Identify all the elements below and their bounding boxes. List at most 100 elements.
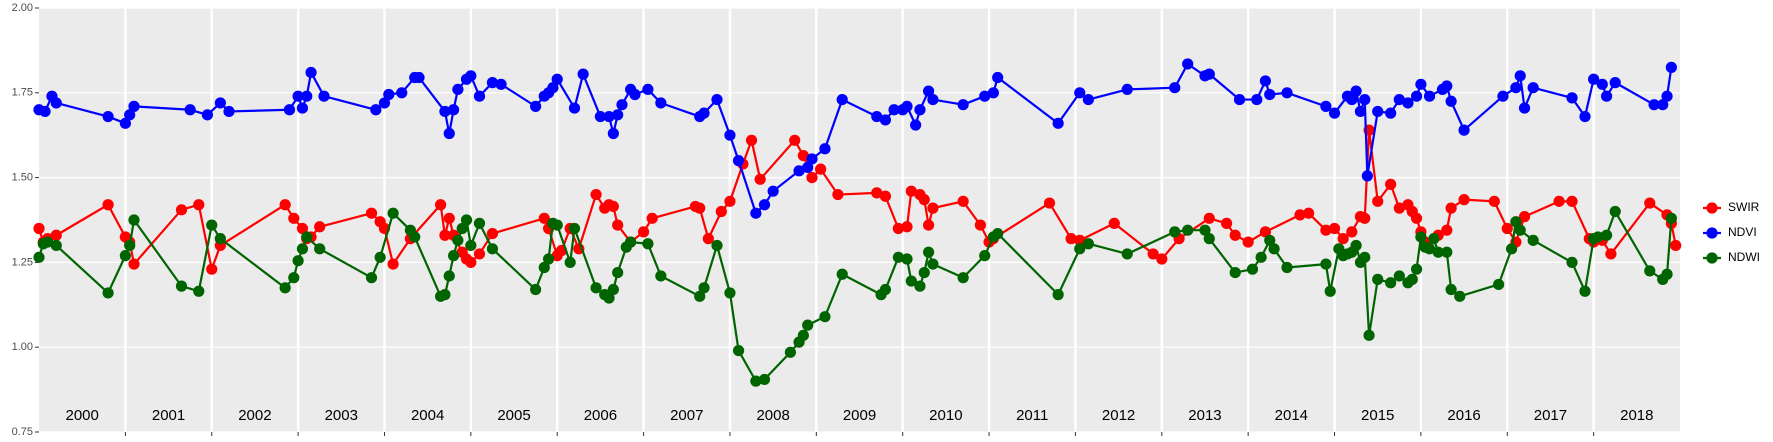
data-point: [1203, 233, 1215, 245]
data-point: [1445, 202, 1457, 214]
data-point: [1432, 246, 1444, 258]
data-point: [750, 207, 762, 219]
data-point: [1510, 82, 1522, 94]
data-point: [979, 250, 991, 262]
data-point: [175, 204, 188, 216]
data-point: [992, 227, 1004, 240]
data-point: [732, 155, 745, 167]
data-point: [1605, 248, 1617, 260]
data-point: [957, 272, 969, 284]
year-label: 2004: [411, 407, 444, 424]
data-point: [292, 255, 304, 267]
data-point: [767, 185, 779, 197]
data-point: [1579, 285, 1591, 297]
data-point: [1359, 212, 1371, 224]
y-tick-label: 1.75: [12, 87, 33, 99]
legend-key-point: [1706, 252, 1718, 264]
data-point: [128, 214, 140, 226]
year-label: 2008: [756, 407, 789, 424]
data-point: [1644, 197, 1656, 209]
data-point: [922, 85, 935, 97]
data-point: [1553, 195, 1565, 207]
data-point: [1203, 68, 1215, 80]
data-point: [802, 319, 814, 331]
data-point: [1410, 212, 1423, 224]
data-point: [879, 114, 892, 126]
data-point: [1259, 226, 1272, 238]
data-point: [1182, 224, 1194, 236]
year-label: 2005: [497, 407, 530, 424]
data-point: [607, 200, 619, 213]
year-label: 2013: [1188, 407, 1221, 424]
data-point: [642, 238, 654, 250]
data-point: [1600, 90, 1613, 102]
data-point: [473, 90, 486, 102]
data-point: [694, 202, 706, 214]
data-point: [724, 195, 736, 207]
data-point: [1648, 99, 1660, 111]
data-point: [1251, 93, 1263, 106]
data-point: [1320, 224, 1332, 236]
data-point: [871, 110, 883, 123]
data-point: [629, 88, 641, 101]
data-point: [486, 77, 499, 89]
data-point: [1320, 100, 1332, 112]
data-point: [439, 105, 451, 118]
data-point: [1281, 87, 1293, 99]
data-point: [1082, 238, 1094, 250]
data-point: [473, 248, 486, 260]
data-point: [819, 311, 831, 323]
data-point: [918, 266, 930, 279]
data-point: [1505, 243, 1518, 255]
data-point: [396, 87, 408, 99]
data-point: [987, 87, 999, 99]
data-point: [1514, 70, 1526, 82]
y-tick-label: 2.00: [12, 2, 33, 14]
data-point: [447, 250, 460, 262]
data-point: [1372, 273, 1384, 285]
data-point: [612, 266, 624, 279]
data-point: [456, 222, 468, 235]
data-point: [102, 287, 114, 299]
data-point: [296, 243, 309, 255]
data-point: [564, 256, 576, 268]
data-point: [1372, 105, 1384, 118]
data-point: [1264, 234, 1276, 246]
data-point: [1423, 90, 1436, 102]
data-point: [607, 127, 619, 140]
data-point: [1337, 233, 1349, 245]
data-point: [927, 93, 939, 106]
data-point: [1458, 124, 1470, 136]
data-point: [409, 231, 421, 243]
data-point: [1203, 212, 1215, 224]
data-point: [193, 285, 205, 297]
data-point: [1121, 248, 1133, 260]
data-point: [387, 258, 399, 270]
data-point: [702, 233, 714, 245]
data-point: [625, 236, 637, 248]
data-point: [1596, 78, 1608, 90]
year-label: 2017: [1534, 407, 1567, 424]
data-point: [1199, 224, 1211, 236]
data-point: [1328, 107, 1341, 119]
data-point: [836, 268, 848, 280]
data-point: [443, 127, 455, 140]
data-point: [305, 66, 317, 79]
data-point: [871, 187, 883, 199]
data-point: [1415, 78, 1427, 90]
data-point: [175, 280, 188, 292]
data-point: [119, 117, 131, 129]
year-label: 2001: [152, 407, 185, 424]
data-point: [1328, 222, 1341, 235]
data-point: [365, 207, 378, 219]
data-point: [214, 97, 226, 109]
data-point: [793, 165, 805, 177]
data-point: [223, 105, 235, 118]
data-point: [819, 143, 831, 155]
data-point: [1588, 73, 1600, 85]
data-point: [495, 78, 507, 90]
data-point: [383, 88, 395, 101]
data-point: [1233, 93, 1246, 106]
data-point: [1493, 278, 1505, 291]
